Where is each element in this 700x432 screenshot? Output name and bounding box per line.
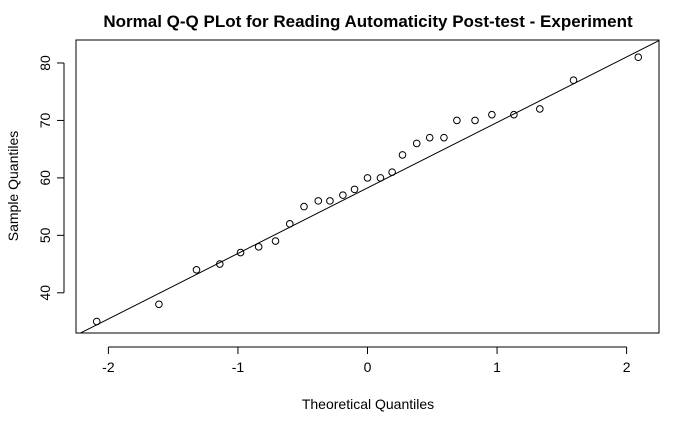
data-point (569, 76, 578, 85)
data-point (376, 174, 385, 182)
data-point (388, 168, 396, 176)
data-point (92, 317, 101, 326)
x-tick-label: 1 (493, 359, 501, 375)
plot-area (79, 40, 659, 333)
plot-frame (75, 39, 660, 334)
data-point (339, 191, 347, 199)
data-point (300, 202, 308, 211)
data-point (425, 133, 434, 142)
data-point (254, 243, 263, 251)
y-axis-label: Sample Quantiles (5, 131, 21, 242)
data-point (326, 197, 334, 205)
x-axis-label: Theoretical Quantiles (302, 396, 434, 412)
data-point (471, 116, 479, 125)
x-tick-label: 2 (623, 359, 631, 375)
data-point (440, 133, 448, 142)
data-point (536, 105, 544, 113)
data-point (350, 185, 359, 194)
x-tick-label: -1 (232, 359, 245, 375)
data-point (398, 151, 407, 159)
data-point (155, 300, 163, 309)
y-tick-label: 50 (37, 227, 53, 243)
y-tick-label: 70 (37, 112, 53, 128)
data-point (363, 174, 372, 182)
data-point (314, 197, 323, 205)
x-axis: -2 -1 0 1 2 (102, 346, 631, 375)
y-tick-label: 40 (37, 285, 53, 301)
data-point (510, 110, 518, 119)
data-point (271, 237, 280, 245)
data-point (488, 110, 496, 119)
qq-reference-line (79, 40, 659, 333)
x-tick-label: 0 (364, 359, 372, 375)
data-point (634, 53, 643, 62)
data-point (236, 248, 245, 257)
chart-title: Normal Q-Q PLot for Reading Automaticity… (103, 12, 633, 31)
data-point (412, 139, 421, 148)
data-point (216, 260, 224, 268)
data-point (285, 220, 294, 228)
data-point (453, 116, 461, 125)
y-axis: 40 50 60 70 80 (37, 55, 65, 301)
y-tick-label: 60 (37, 170, 53, 186)
data-point (192, 266, 201, 274)
y-tick-label: 80 (37, 55, 53, 71)
x-tick-label: -2 (102, 359, 115, 375)
